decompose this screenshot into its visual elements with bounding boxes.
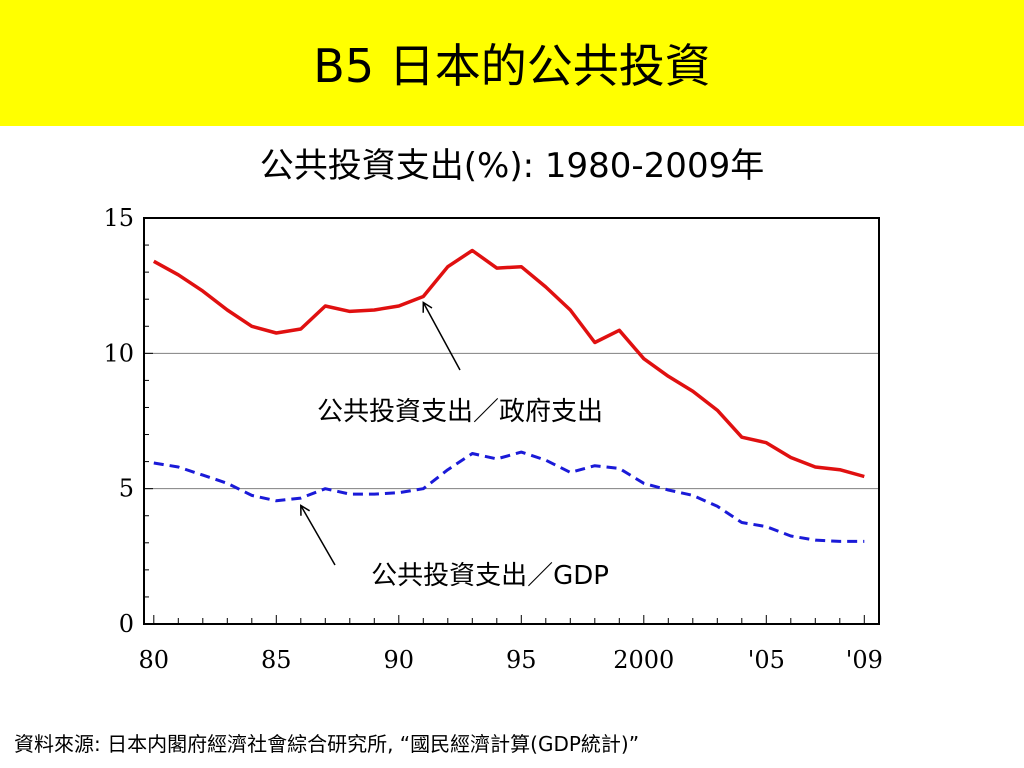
annotation-arrow: [300, 504, 336, 566]
x-tick-label: 85: [261, 646, 292, 674]
x-tick-label: '05: [748, 646, 785, 674]
annotation-label-gdp: 公共投資支出／GDP: [371, 561, 609, 591]
x-tick-label: 90: [384, 646, 415, 674]
series-line-gov-spending: [152, 248, 865, 479]
y-tick-label: 15: [103, 204, 134, 232]
plot-frame: [143, 217, 880, 625]
x-tick-label: 2000: [613, 646, 674, 674]
y-tick-label: 0: [119, 610, 134, 638]
x-tick-label: 80: [139, 646, 170, 674]
annotation-label-gov-spending: 公共投資支出／政府支出: [317, 397, 603, 427]
slide-title: B5 日本的公共投資: [313, 39, 711, 93]
series-line-gdp: [153, 450, 865, 543]
y-tick-label: 5: [119, 475, 134, 503]
source-note: 資料來源: 日本内閣府經濟社會綜合研究所, “國民經濟計算(GDP統計)”: [14, 732, 640, 756]
y-tick-label: 10: [103, 339, 134, 367]
title-bar: [0, 0, 1024, 126]
x-tick-label: 95: [506, 646, 537, 674]
x-tick-label: '09: [846, 646, 883, 674]
annotation-arrow: [422, 301, 461, 371]
chart-title: 公共投資支出(%): 1980-2009年: [259, 146, 765, 186]
